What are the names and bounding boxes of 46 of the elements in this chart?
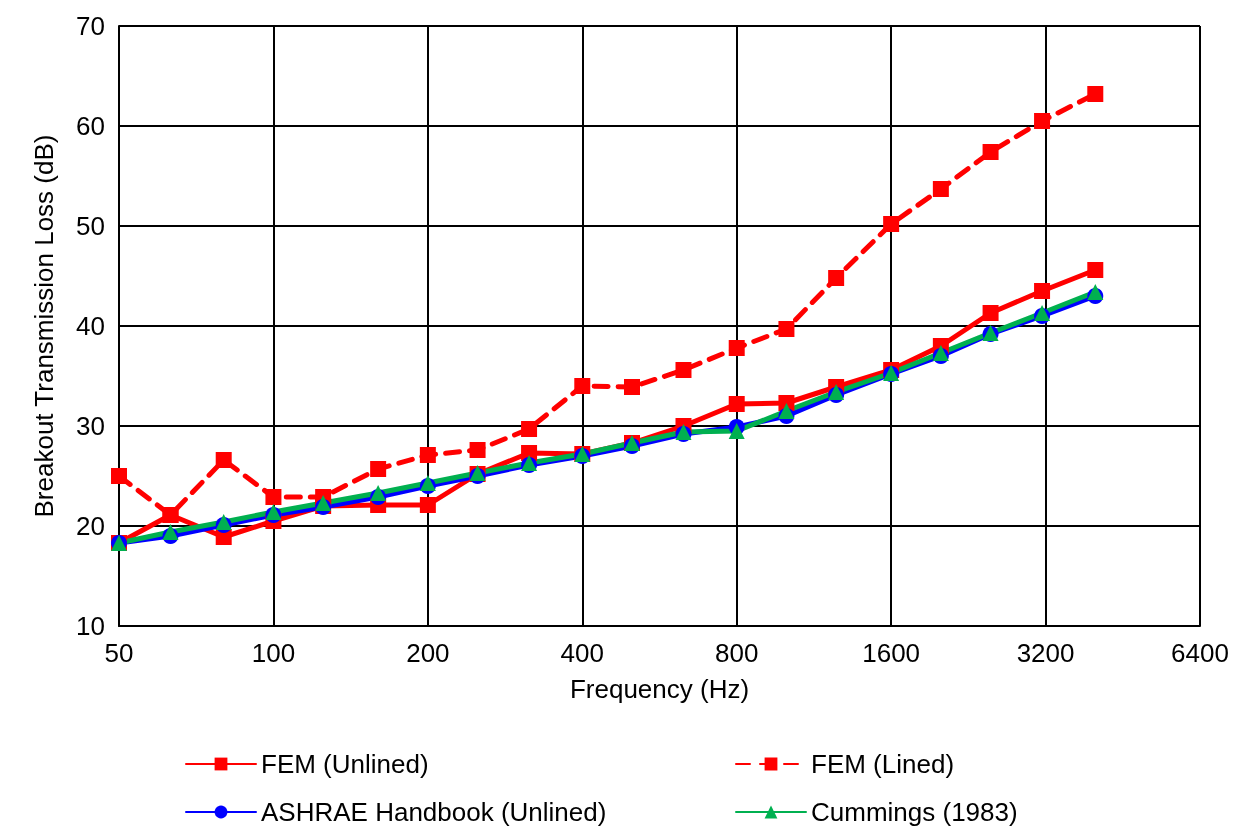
x-tick-label: 100	[251, 638, 296, 668]
x-axis-title: Frequency (Hz)	[569, 674, 750, 704]
point	[1034, 113, 1051, 129]
point	[1087, 284, 1104, 300]
point	[521, 421, 538, 437]
point	[624, 379, 640, 395]
point	[1034, 283, 1051, 299]
y-axis-title: Breakout Transmission Loss (dB)	[29, 134, 59, 518]
point	[778, 403, 795, 419]
x-tick-label: 3200	[1016, 638, 1075, 668]
point	[1087, 262, 1104, 278]
point	[162, 524, 179, 540]
legend-label: FEM (Unlined)	[261, 749, 429, 779]
y-tick-label: 60	[76, 111, 105, 141]
point	[728, 396, 745, 412]
point	[215, 452, 232, 468]
point	[419, 497, 436, 513]
point	[828, 270, 845, 286]
point	[932, 181, 949, 197]
y-tick-label: 50	[76, 211, 105, 241]
point	[265, 489, 282, 505]
x-tick-label: 200	[406, 638, 450, 668]
legend-label: Cummings (1983)	[811, 797, 1018, 827]
y-tick-label: 10	[76, 611, 105, 641]
point	[574, 378, 591, 394]
point	[982, 144, 999, 160]
point	[675, 362, 692, 378]
point	[111, 468, 127, 484]
point	[728, 340, 745, 356]
point	[778, 321, 795, 337]
y-tick-label: 40	[76, 311, 105, 341]
legend-label: ASHRAE Handbook (Unlined)	[261, 797, 607, 827]
point	[1087, 86, 1104, 102]
y-tick-label: 30	[76, 411, 105, 441]
y-tick-label: 20	[76, 511, 105, 541]
point	[469, 442, 486, 458]
point	[982, 305, 999, 321]
y-tick-label: 70	[76, 11, 105, 41]
x-tick-label: 6400	[1171, 638, 1229, 668]
point	[419, 447, 436, 463]
point	[728, 423, 745, 439]
x-tick-label: 800	[715, 638, 759, 668]
x-tick-label: 1600	[862, 638, 921, 668]
x-tick-label: 400	[560, 638, 604, 668]
legend-label: FEM (Lined)	[811, 749, 955, 779]
x-tick-label: 50	[104, 638, 134, 668]
